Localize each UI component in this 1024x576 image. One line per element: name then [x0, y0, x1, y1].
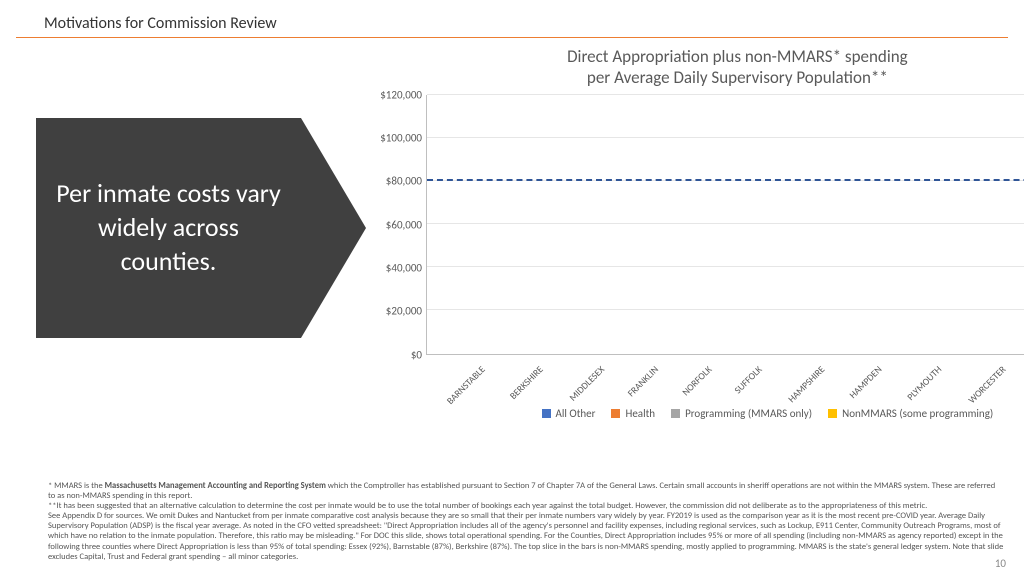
footnote-alt: **It has been suggested that an alternat… — [48, 501, 1004, 511]
callout-text: Per inmate costs vary widely across coun… — [36, 118, 301, 338]
legend-item: NonMMARS (some programming) — [828, 407, 993, 420]
x-axis-labels: BARNSTABLEBERKSHIREMIDDLESEXFRANKLINNORF… — [426, 355, 1024, 401]
callout-arrow: Per inmate costs vary widely across coun… — [36, 118, 366, 338]
chart-title: Direct Appropriation plus non-MMARS* spe… — [366, 46, 1024, 89]
legend-item: Programming (MMARS only) — [671, 407, 812, 420]
y-tick-label: $20,000 — [386, 305, 422, 318]
y-tick-label: $60,000 — [386, 218, 422, 231]
reference-line — [427, 179, 1024, 181]
y-tick-label: $100,000 — [380, 131, 422, 144]
legend-swatch — [671, 409, 680, 418]
chart-container: Direct Appropriation plus non-MMARS* spe… — [366, 38, 1024, 420]
section-title: Motivations for Commission Review — [44, 14, 277, 33]
grid-line — [427, 266, 1024, 267]
chart-title-line2: per Average Daily Supervisory Population… — [587, 67, 888, 88]
page-number: 10 — [995, 557, 1006, 570]
y-axis: $0$20,000$40,000$60,000$80,000$100,000$1… — [366, 95, 426, 355]
y-tick-label: $40,000 — [386, 261, 422, 274]
grid-line — [427, 223, 1024, 224]
plot-area: DOC — [426, 95, 1024, 355]
chart-title-line1: Direct Appropriation plus non-MMARS* spe… — [567, 46, 908, 67]
grid-line — [427, 309, 1024, 310]
grid-line — [427, 137, 1024, 138]
callout-arrow-tip — [301, 118, 366, 338]
y-tick-label: $120,000 — [380, 88, 422, 101]
y-tick-label: $0 — [411, 348, 422, 361]
footnotes: * MMARS is the Massachusetts Management … — [48, 481, 1004, 563]
bar-group — [435, 95, 1024, 354]
grid-line — [427, 94, 1024, 95]
section-header: Motivations for Commission Review — [16, 0, 1008, 38]
footnote-source: See Appendix D for sources. We omit Duke… — [48, 511, 1004, 562]
y-tick-label: $80,000 — [386, 175, 422, 188]
footnote-mmars: * MMARS is the Massachusetts Management … — [48, 481, 1004, 501]
